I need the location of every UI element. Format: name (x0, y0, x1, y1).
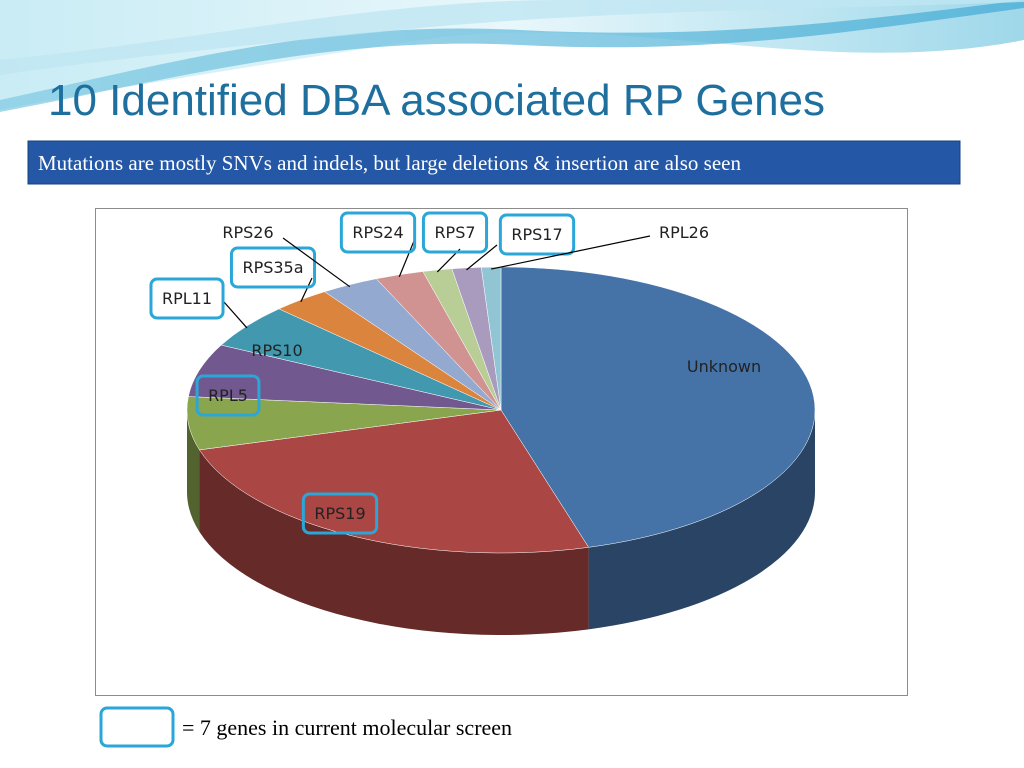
leader-line (466, 244, 498, 271)
leader-line (491, 235, 651, 270)
slice (500, 266, 816, 548)
slice (188, 344, 502, 411)
slice-side (199, 449, 589, 635)
slice-label: RPS24 (352, 223, 403, 242)
highlight-box (149, 277, 225, 320)
slice (186, 396, 502, 451)
highlight-box (498, 213, 576, 256)
slice-label: RPS7 (434, 223, 475, 242)
highlight-box (229, 246, 317, 289)
legend-note: = 7 genes in current molecular screen (182, 715, 512, 740)
slice-label: RPL5 (208, 386, 248, 405)
slice-label: RPS35a (242, 258, 303, 277)
highlight-box (301, 492, 379, 535)
leader-line (300, 277, 313, 303)
leader-line (223, 301, 248, 329)
slice-side (187, 410, 200, 532)
slice-label: RPL11 (162, 289, 212, 308)
background-wave (0, 0, 1024, 75)
highlight-box (195, 374, 261, 417)
slice-label: RPS17 (511, 225, 562, 244)
pie: Unknown RPS19 RPL5 RPS10 RPL11 RPS35a RPS26 RPS… (149, 211, 816, 635)
subtitle-box (27, 140, 961, 185)
slide-title: 10 Identified DBA associated RP Genes (48, 76, 825, 125)
slice-label: RPS10 (251, 341, 302, 360)
slice-label: RPL26 (659, 223, 709, 242)
slice-label: Unknown (687, 357, 761, 376)
slice (199, 409, 590, 554)
highlight-box (339, 211, 417, 254)
highlight-box (421, 211, 489, 254)
leader-line (398, 240, 415, 277)
subtitle: Mutations are mostly SNVs and indels, bu… (38, 151, 741, 175)
slice-label: RPS26 (222, 223, 273, 242)
leader-line (282, 237, 351, 288)
legend-key (99, 706, 175, 748)
slice-label: RPS19 (314, 504, 365, 523)
background-wave (0, 0, 1024, 112)
slice-side (588, 410, 815, 630)
